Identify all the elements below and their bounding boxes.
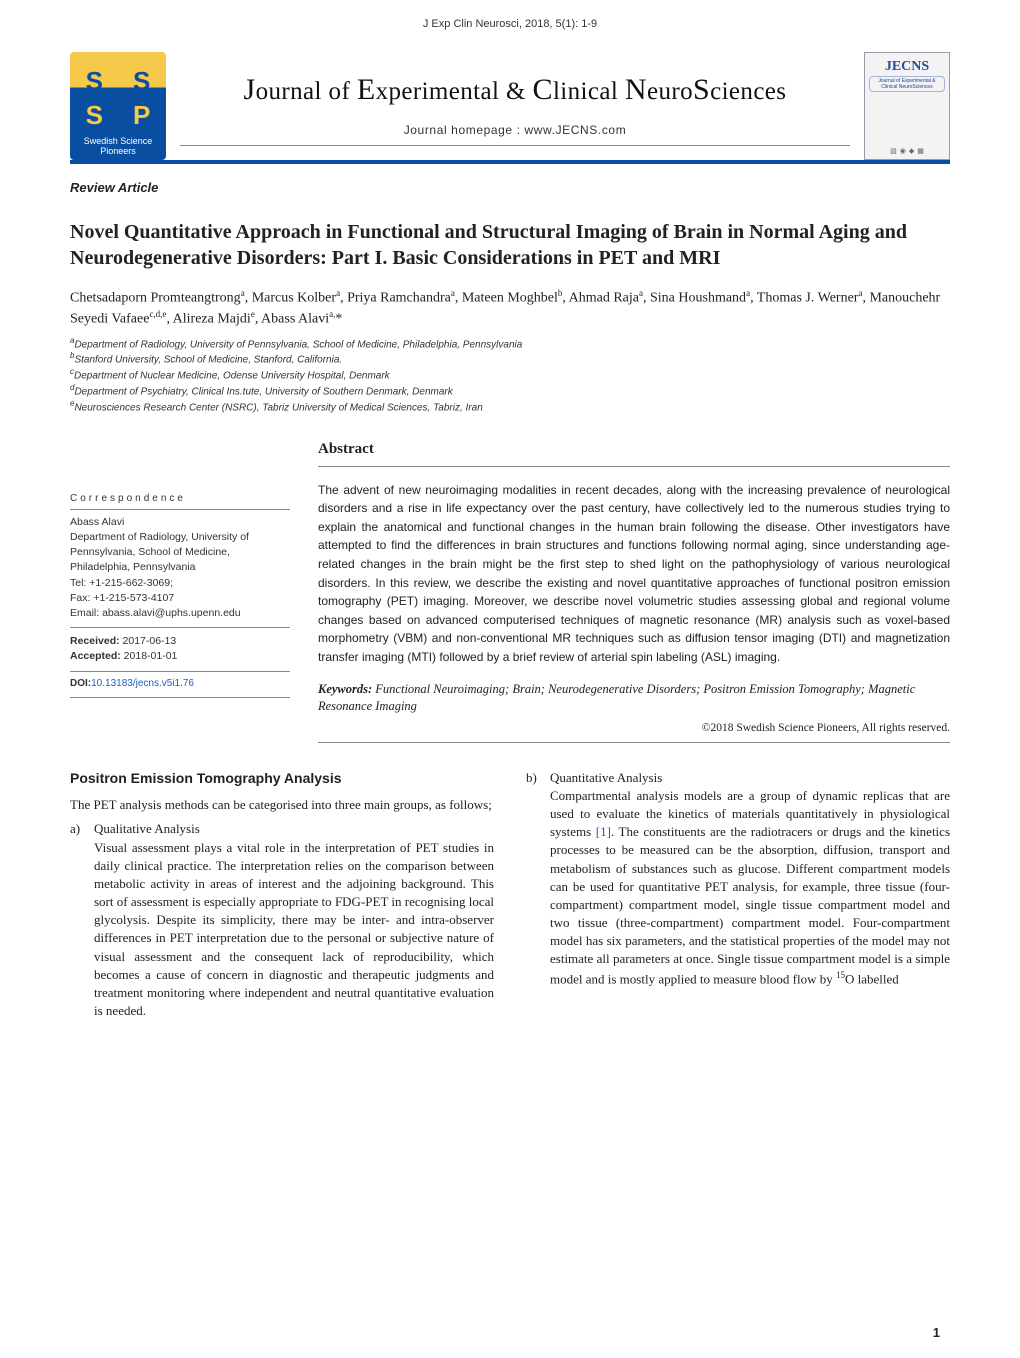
- article-content: Review Article Novel Quantitative Approa…: [0, 164, 1020, 1020]
- keywords-label: Keywords:: [318, 682, 372, 696]
- abstract-column: Abstract The advent of new neuroimaging …: [318, 441, 950, 743]
- page-number: 1: [933, 1325, 940, 1340]
- publisher-name-line2: Pioneers: [100, 147, 136, 157]
- dates-block: Received: 2017-06-13 Accepted: 2018-01-0…: [70, 634, 290, 671]
- corr-email: Email: abass.alavi@uphs.upenn.edu: [70, 606, 290, 621]
- item-a: a) Qualitative Analysis Visual assessmen…: [70, 820, 494, 1020]
- section-heading-pet: Positron Emission Tomography Analysis: [70, 769, 494, 789]
- corr-fax: Fax: +1-215-573-4107: [70, 591, 290, 606]
- copyright: ©2018 Swedish Science Pioneers, All righ…: [318, 722, 950, 743]
- item-b-text: Compartmental analysis models are a grou…: [550, 787, 950, 988]
- accepted-label: Accepted:: [70, 650, 121, 662]
- affiliation-e: eNeurosciences Research Center (NSRC), T…: [70, 399, 950, 415]
- cover-thumb-subtitle: Journal of Experimental & Clinical Neuro…: [869, 76, 945, 92]
- col1-intro: The PET analysis methods can be categori…: [70, 796, 494, 814]
- body-col-1: Positron Emission Tomography Analysis Th…: [70, 769, 494, 1021]
- superscript-15: 15: [836, 970, 845, 980]
- logo-initials-top: SS: [86, 66, 151, 97]
- article-title: Novel Quantitative Approach in Functiona…: [70, 219, 950, 271]
- received-label: Received:: [70, 635, 120, 647]
- masthead-center: Journal of Experimental & Clinical Neuro…: [180, 67, 850, 146]
- received-date: 2017-06-13: [120, 635, 177, 647]
- article-type: Review Article: [70, 180, 950, 195]
- doi-value[interactable]: 10.13183/jecns.v5i1.76: [91, 678, 194, 689]
- body-columns: Positron Emission Tomography Analysis Th…: [70, 769, 950, 1021]
- journal-title: Journal of Experimental & Clinical Neuro…: [180, 73, 850, 107]
- keywords: Keywords: Functional Neuroimaging; Brain…: [318, 681, 950, 716]
- journal-homepage: Journal homepage : www.JECNS.com: [180, 123, 850, 146]
- accepted-date: 2018-01-01: [121, 650, 178, 662]
- keywords-value: Functional Neuroimaging; Brain; Neurodeg…: [318, 682, 915, 714]
- body-col-2: b) Quantitative Analysis Compartmental a…: [526, 769, 950, 1021]
- abstract-heading: Abstract: [318, 441, 950, 467]
- correspondence-heading: Correspondence: [70, 493, 290, 510]
- correspondence-body: Abass Alavi Department of Radiology, Uni…: [70, 515, 290, 629]
- abstract-block: Correspondence Abass Alavi Department of…: [70, 441, 950, 743]
- ref-1-link[interactable]: [1]: [596, 824, 611, 839]
- doi-line: DOI:10.13183/jecns.v5i1.76: [70, 678, 290, 698]
- affiliation-b: bStanford University, School of Medicine…: [70, 351, 950, 367]
- publisher-logo: SS SP Swedish Science Pioneers: [70, 52, 166, 160]
- affiliation-d: dDepartment of Psychiatry, Clinical Ins.…: [70, 383, 950, 399]
- running-header: J Exp Clin Neurosci, 2018, 5(1): 1-9: [0, 0, 1020, 40]
- corr-tel: Tel: +1-215-662-3069;: [70, 576, 290, 591]
- item-a-title: Qualitative Analysis: [94, 820, 494, 838]
- item-a-text: Visual assessment plays a vital role in …: [94, 839, 494, 1021]
- doi-label: DOI:: [70, 678, 91, 689]
- item-b-label: b): [526, 769, 544, 989]
- correspondence-column: Correspondence Abass Alavi Department of…: [70, 441, 290, 743]
- corr-name: Abass Alavi: [70, 515, 290, 530]
- cover-thumb-icons: ▧◉◆▦: [890, 147, 924, 155]
- abstract-text: The advent of new neuroimaging modalitie…: [318, 481, 950, 667]
- affiliation-a: aDepartment of Radiology, University of …: [70, 336, 950, 352]
- corr-address: Department of Radiology, University of P…: [70, 530, 290, 576]
- cover-thumb-logo: JECNS: [885, 59, 929, 75]
- cover-thumbnail: JECNS Journal of Experimental & Clinical…: [864, 52, 950, 160]
- masthead: SS SP Swedish Science Pioneers Journal o…: [0, 40, 1020, 160]
- affiliation-c: cDepartment of Nuclear Medicine, Odense …: [70, 367, 950, 383]
- author-list: Chetsadaporn Promteangtronga, Marcus Kol…: [70, 287, 950, 330]
- item-a-label: a): [70, 820, 88, 1020]
- item-b: b) Quantitative Analysis Compartmental a…: [526, 769, 950, 989]
- item-b-title: Quantitative Analysis: [550, 769, 950, 787]
- logo-initials-bottom: SP: [86, 100, 151, 131]
